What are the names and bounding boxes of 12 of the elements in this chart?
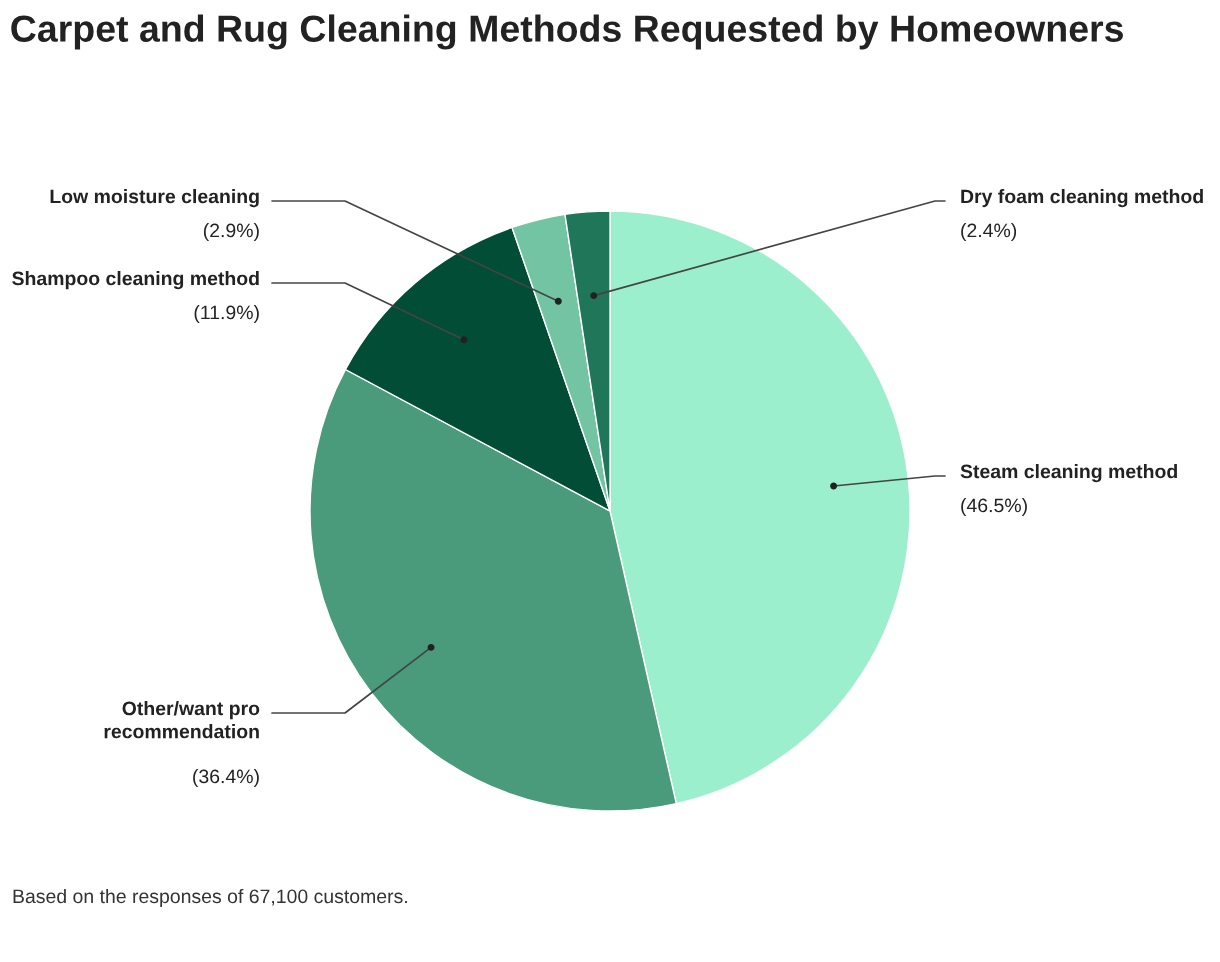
slice-label: Steam cleaning method — [960, 464, 1177, 483]
data-label: (36.4%) — [193, 769, 259, 788]
slice-label: Other/want pro recommendation — [104, 701, 260, 739]
slice-label: Shampoo cleaning method — [12, 271, 259, 290]
chart-title: Carpet and Rug Cleaning Methods Requested by Homeowners — [11, 14, 1123, 50]
text: Based on the responses of 67,100 customers. — [13, 888, 407, 908]
slice-label: Dry foam cleaning method — [961, 189, 1203, 208]
data-label: (11.9%) — [194, 305, 259, 324]
data-label: (46.5%) — [961, 498, 1027, 517]
data-label: (2.4%) — [961, 223, 1017, 242]
slice-label: Low moisture cleaning — [50, 189, 259, 208]
data-label: (2.9%) — [203, 223, 259, 242]
